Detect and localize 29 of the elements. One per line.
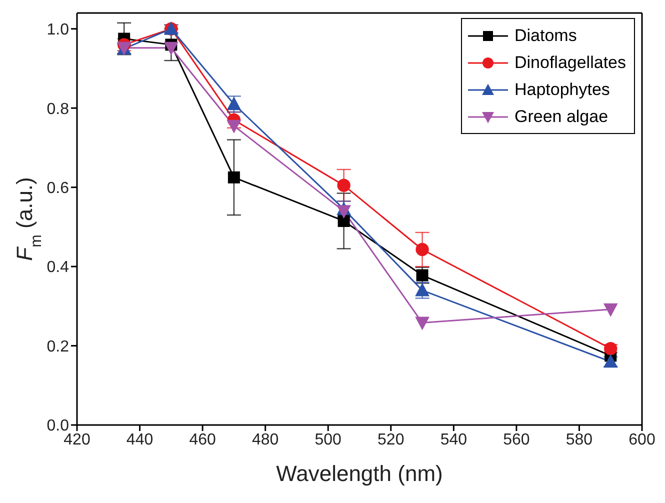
x-tick-label: 440 [126, 431, 154, 448]
x-tick-label: 520 [378, 431, 404, 448]
point [338, 214, 350, 227]
y-tick-label: 0.4 [46, 259, 70, 276]
x-tick-label: 500 [314, 431, 342, 448]
y-tick-label: 0.8 [46, 100, 70, 118]
y-tick-label: 0.6 [46, 180, 70, 197]
legend-label: Haptophytes [514, 80, 610, 100]
point [226, 120, 242, 134]
x-tick-label: 460 [189, 431, 216, 448]
point [336, 205, 352, 219]
y-tick-label: 0.2 [46, 338, 70, 356]
x-tick-label: 560 [503, 431, 530, 448]
point [337, 178, 350, 192]
legend-label: Green algae [514, 106, 608, 126]
x-axis-title: Wavelength (nm) [276, 461, 443, 486]
x-tick-label: 480 [252, 431, 279, 448]
point [164, 42, 178, 56]
point [228, 171, 240, 184]
point [603, 303, 618, 317]
x-tick-label: 600 [628, 431, 656, 448]
y-tick-label: 1.0 [46, 22, 70, 39]
point [416, 269, 428, 282]
legend-label: Dinoflagellates [514, 52, 626, 72]
legend-label: Diatoms [514, 26, 577, 46]
x-tick-label: 580 [566, 431, 593, 448]
point [416, 242, 429, 256]
point [415, 316, 430, 330]
x-tick-label: 540 [440, 431, 468, 448]
